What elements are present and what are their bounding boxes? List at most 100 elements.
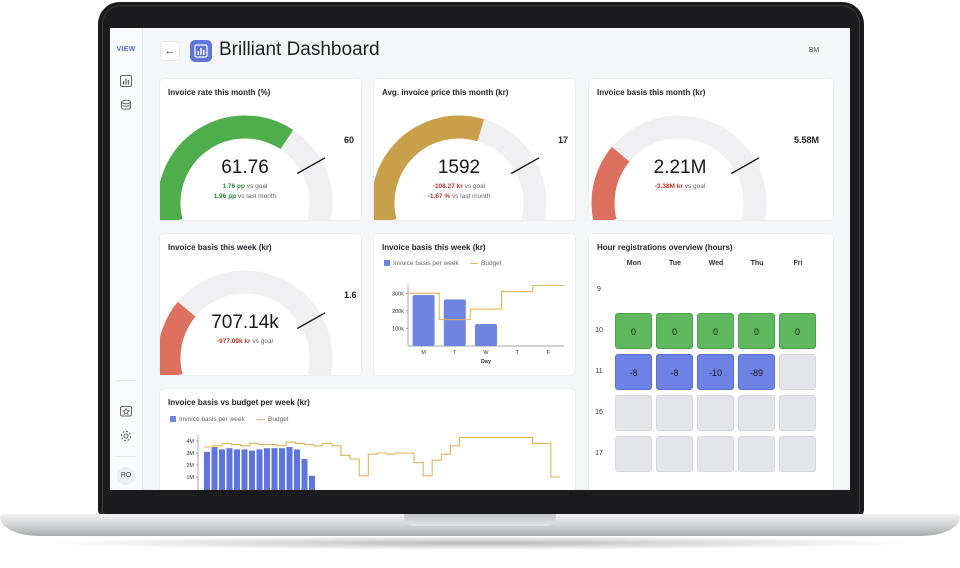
bar [443, 299, 466, 346]
gauge-card-invoice-rate: Invoice rate this month (%) 61.76 1.76 p… [160, 79, 361, 220]
heatmap-cell[interactable]: 0 [656, 313, 693, 349]
x-tick-label: T [453, 350, 457, 356]
heatmap-card: Hour registrations overview (hours) Mon T… [589, 234, 833, 490]
gauge-target-marker [296, 312, 326, 330]
legend-bars[interactable]: Invoice basis per week [384, 260, 459, 267]
badge-icon[interactable] [120, 405, 132, 417]
bar [264, 448, 270, 490]
heatmap-cell[interactable]: -10 [697, 354, 734, 390]
legend-bars[interactable]: Invoice basis per week [170, 416, 245, 423]
heatmap-cell[interactable]: 0 [738, 313, 775, 349]
bar [211, 447, 218, 490]
heatmap-cell[interactable]: -8 [615, 354, 652, 390]
x-tick-label: F [547, 350, 551, 356]
gauge-target-label: 1.6 [344, 290, 357, 300]
bar [309, 475, 315, 490]
y-tick-label: 100k [392, 326, 404, 332]
bar [204, 451, 210, 490]
gauge-delta: -977.09k kr [216, 338, 251, 345]
gauge-target-label: 5.58M [794, 135, 820, 145]
coins-icon[interactable] [120, 99, 132, 111]
heatmap-cell[interactable] [738, 436, 775, 472]
x-tick-label: W [483, 350, 489, 356]
back-button[interactable]: ← [160, 41, 180, 61]
heatmap-cell[interactable] [697, 436, 734, 472]
heatmap-cell[interactable]: -89 [738, 354, 775, 390]
heatmap-cell[interactable] [615, 395, 652, 431]
gauge-delta: -3.38M kr [654, 183, 683, 190]
legend-swatch-line [470, 262, 478, 265]
card-title: Avg. invoice price this month (kr) [382, 88, 509, 97]
gauge-delta-line: 1.96 pp vs last month [160, 192, 330, 202]
heatmap-cell[interactable] [656, 436, 693, 472]
sidebar: VIEW RO [110, 28, 143, 490]
heatmap-hour-label: 16 [595, 409, 603, 416]
legend-line[interactable]: Budget [257, 416, 289, 423]
gauge-card-invoice-basis-month: Invoice basis this month (kr) 2.21M -3.3… [589, 79, 833, 220]
legend-swatch-line [257, 418, 265, 421]
gauge-target-label: 60 [344, 135, 355, 145]
bar [226, 448, 233, 490]
heatmap-cell[interactable] [615, 436, 652, 472]
gauge-delta-caption: vs goal [246, 183, 268, 190]
heatmap-cell[interactable] [697, 395, 734, 431]
gauge-fill [591, 146, 630, 220]
heatmap-hour-label: 10 [595, 327, 603, 334]
screen: VIEW RO ← Brilliant Dashboard BM Invoice… [110, 28, 850, 490]
budget-line [408, 284, 564, 321]
user-initials[interactable]: BM [808, 47, 820, 54]
bar [241, 449, 248, 490]
bar [256, 449, 263, 490]
heatmap-cell[interactable] [738, 395, 775, 431]
y-tick-label: 4M [186, 439, 194, 445]
heatmap-hour-label: 11 [595, 368, 603, 375]
x-axis-label: Day [481, 359, 492, 365]
heatmap-cell[interactable] [779, 354, 816, 390]
gauge [160, 270, 333, 375]
heatmap-cell[interactable] [779, 436, 816, 472]
legend-label: Invoice basis per week [179, 416, 245, 423]
page-title: Brilliant Dashboard [219, 39, 380, 60]
heatmap-cell[interactable] [779, 395, 816, 431]
gauge-delta-caption: vs last month [451, 193, 491, 200]
gauge-target-marker [296, 157, 326, 175]
card-title: Invoice basis this week (kr) [382, 243, 486, 252]
sidebar-divider [116, 380, 136, 381]
card-title: Invoice rate this month (%) [168, 88, 271, 97]
gear-icon[interactable] [120, 430, 132, 442]
bar-chart-icon[interactable] [120, 75, 132, 87]
gauge-fill [160, 301, 196, 375]
gauge [591, 115, 767, 220]
gauge-delta-line: 1.76 pp vs goal [160, 182, 330, 192]
heatmap-hour-label: 17 [595, 450, 603, 457]
gauge [160, 115, 333, 220]
legend-swatch-bars [384, 260, 390, 267]
bar [412, 295, 435, 346]
gauge-value: 2.21M [653, 157, 707, 178]
heatmap-cell[interactable]: -8 [656, 354, 693, 390]
gauge-delta-line: -3.38M kr vs goal [595, 182, 765, 192]
heatmap-cell[interactable]: 0 [779, 313, 816, 349]
gauge-value: 707.14k [211, 312, 279, 333]
avatar[interactable]: RO [117, 467, 135, 485]
heatmap-day-label: Thu [750, 260, 764, 267]
gauge-fill [374, 115, 485, 220]
week-chart-plot: 100k 200k 300k M T W T F Day [392, 284, 564, 365]
gauge-target-marker [510, 157, 540, 175]
heatmap-cell[interactable]: 0 [615, 313, 652, 349]
gauge-fill [160, 115, 294, 220]
week-chart-card: Invoice basis this week (kr) Invoice bas… [374, 234, 575, 375]
gauge-value: 61.76 [221, 157, 269, 178]
heatmap-cell[interactable] [656, 395, 693, 431]
y-tick-label: 1M [186, 475, 194, 481]
view-label[interactable]: VIEW [116, 46, 136, 53]
gauge-value: 1592 [437, 157, 481, 178]
heatmap-cell[interactable]: 0 [697, 313, 734, 349]
bar [294, 449, 300, 490]
gauge-delta-caption: vs last month [237, 193, 277, 200]
gauge-delta-line: -1.67 % vs last month [374, 192, 544, 202]
legend-line[interactable]: Budget [470, 260, 502, 267]
heatmap-day-label: Tue [669, 260, 681, 267]
gauge-card-invoice-basis-week: Invoice basis this week (kr) 707.14k -97… [160, 234, 361, 375]
gauge-delta: 1.76 pp [222, 183, 245, 190]
